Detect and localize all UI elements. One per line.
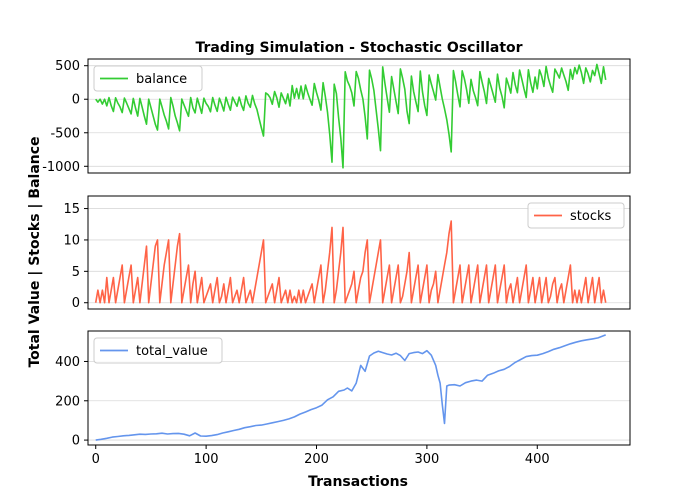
legend-box bbox=[93, 337, 223, 364]
subplots-container: 5000-500-1000balance151050stocks40020000… bbox=[42, 58, 631, 467]
chart-title: Trading Simulation - Stochastic Oscillat… bbox=[195, 40, 522, 56]
series-line-balance bbox=[95, 63, 607, 169]
x-tick-label: 200 bbox=[304, 452, 329, 467]
legend-total_value: total_value bbox=[93, 337, 223, 364]
legend-label: balance bbox=[136, 72, 187, 87]
subplot-stocks: 15 10 5 0 stocks bbox=[63, 195, 631, 311]
y-tick-label: 0 bbox=[72, 296, 80, 311]
x-axis-label: Transactions bbox=[308, 474, 408, 490]
series-line-stocks bbox=[94, 220, 607, 304]
legend-balance: balance bbox=[93, 65, 203, 92]
legend-box bbox=[527, 202, 625, 229]
y-tick-label: 0 bbox=[72, 434, 80, 449]
subplot-balance: 500 0 -500 -1000 balance bbox=[42, 58, 631, 175]
x-tick-label: 0 bbox=[92, 452, 100, 467]
y-tick-label: -500 bbox=[50, 126, 80, 141]
legend-label: total_value bbox=[136, 344, 208, 359]
y-tick-label: 400 bbox=[55, 355, 80, 370]
x-tick-label: 400 bbox=[525, 452, 550, 467]
legend-stocks: stocks bbox=[527, 202, 625, 229]
y-tick-label: 0 bbox=[72, 93, 80, 108]
x-tick-label: 300 bbox=[414, 452, 439, 467]
legend-label: stocks bbox=[570, 209, 611, 224]
y-tick-label: 200 bbox=[55, 394, 80, 409]
axes-frame bbox=[87, 58, 631, 174]
subplot-total_value: 400 200 00 100 200 300 400 total_value bbox=[55, 330, 631, 467]
x-tick-label: 100 bbox=[194, 452, 219, 467]
y-tick-label: -1000 bbox=[42, 160, 80, 175]
axes-frame bbox=[87, 195, 631, 310]
y-tick-label: 5 bbox=[72, 265, 80, 280]
series-line-total_value bbox=[95, 334, 606, 441]
axes-frame bbox=[87, 330, 631, 446]
y-axis-label: Total Value | Stocks | Balance bbox=[27, 136, 43, 367]
y-tick-label: 500 bbox=[55, 59, 80, 74]
y-tick-label: 10 bbox=[63, 233, 80, 248]
y-tick-label: 15 bbox=[63, 202, 80, 217]
legend-box bbox=[93, 65, 203, 92]
